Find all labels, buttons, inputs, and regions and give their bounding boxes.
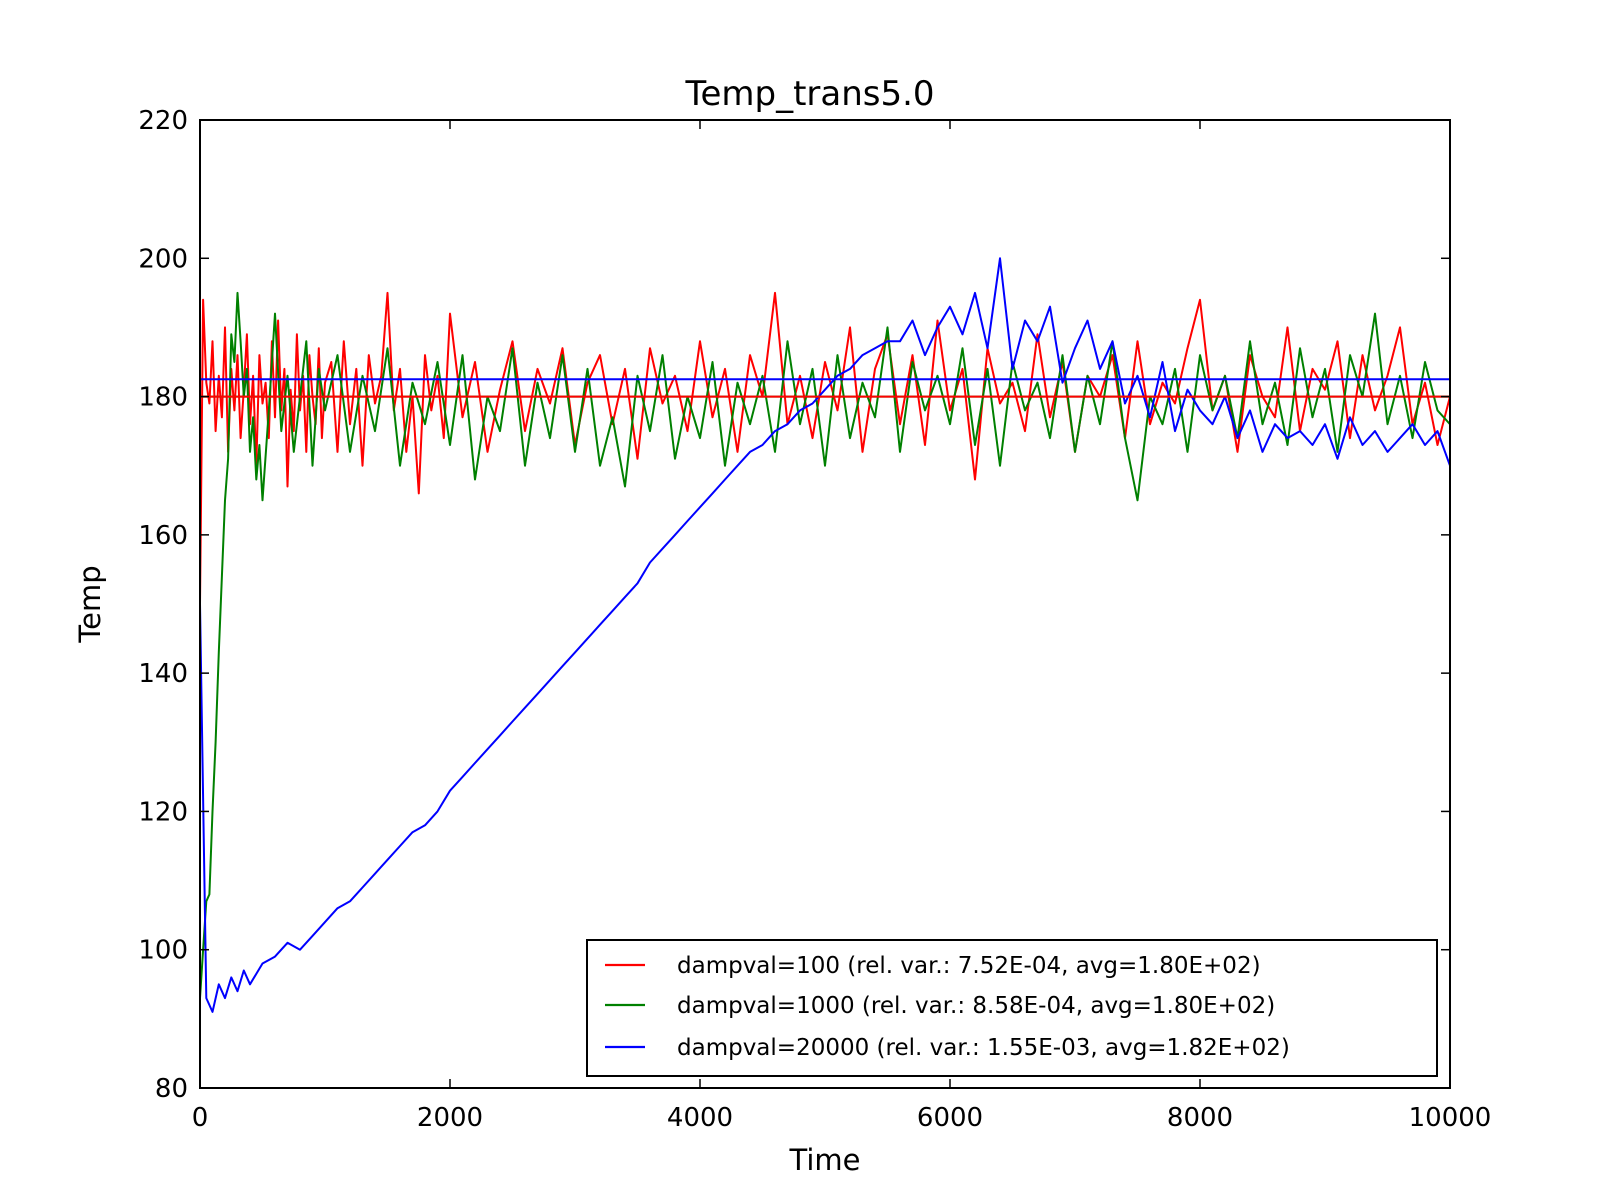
chart-title: Temp_trans5.0 xyxy=(684,74,934,114)
x-axis-label: Time xyxy=(789,1143,861,1177)
legend-entry-dampval-20000: dampval=20000 (rel. var.: 1.55E-03, avg=… xyxy=(677,1035,1290,1061)
series-line-1 xyxy=(200,291,1450,999)
series-layer xyxy=(200,257,1450,1013)
legend: dampval=100 (rel. var.: 7.52E-04, avg=1.… xyxy=(586,939,1438,1077)
y-tick-label: 80 xyxy=(155,1074,188,1104)
y-tick-label: 120 xyxy=(138,797,188,827)
x-tick-label: 6000 xyxy=(917,1103,983,1133)
legend-entry-dampval-100: dampval=100 (rel. var.: 7.52E-04, avg=1.… xyxy=(677,953,1261,979)
y-tick-label: 200 xyxy=(138,244,188,274)
x-tick-label: 8000 xyxy=(1167,1103,1233,1133)
x-tick-label: 2000 xyxy=(417,1103,483,1133)
x-tick-label: 0 xyxy=(192,1103,209,1133)
y-tick-label: 220 xyxy=(138,106,188,136)
y-tick-label: 140 xyxy=(138,659,188,689)
y-axis: 80 100 120 140 160 180 200 220 xyxy=(138,106,1450,1104)
legend-entry-dampval-1000: dampval=1000 (rel. var.: 8.58E-04, avg=1… xyxy=(677,993,1275,1019)
legend-box xyxy=(586,939,1438,1077)
y-tick-label: 180 xyxy=(138,383,188,413)
y-tick-label: 160 xyxy=(138,521,188,551)
plot-frame xyxy=(199,119,1451,1089)
y-axis-label: Temp xyxy=(73,565,107,643)
y-tick-label: 100 xyxy=(138,936,188,966)
x-tick-label: 4000 xyxy=(667,1103,733,1133)
x-tick-label: 10000 xyxy=(1409,1103,1492,1133)
x-axis: 0 2000 4000 6000 8000 10000 xyxy=(192,120,1492,1133)
series-line-2 xyxy=(200,257,1450,1013)
